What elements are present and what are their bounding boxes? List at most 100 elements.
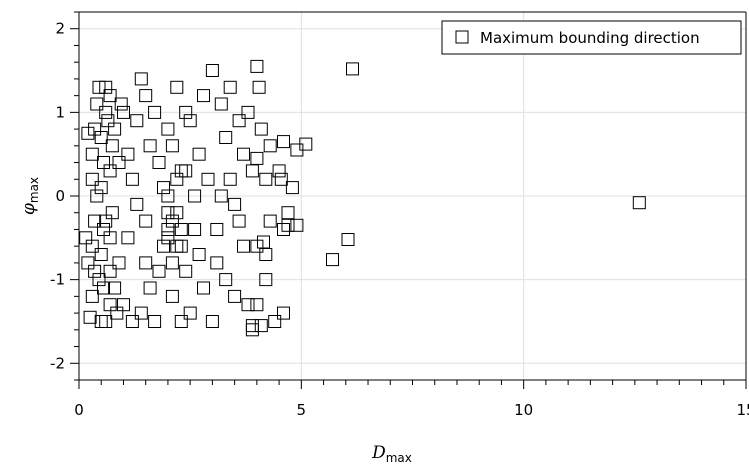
x-axis-label: Dmax [371, 443, 412, 465]
data-point [144, 282, 156, 294]
data-point [233, 115, 245, 127]
data-point [180, 265, 192, 277]
y-tick-label: 0 [55, 187, 65, 205]
x-tick-label: 10 [514, 401, 533, 419]
data-point [140, 257, 152, 269]
data-point [95, 132, 107, 144]
data-point [162, 123, 174, 135]
data-point [258, 236, 270, 248]
data-point [140, 215, 152, 227]
data-point [171, 207, 183, 219]
data-point [91, 98, 103, 110]
data-point [106, 140, 118, 152]
data-point [269, 316, 281, 328]
data-point [82, 127, 94, 139]
y-tick-label: -1 [50, 271, 65, 289]
data-point [175, 224, 187, 236]
data-point [104, 90, 116, 102]
data-point [89, 123, 101, 135]
data-point [111, 307, 123, 319]
data-point [149, 316, 161, 328]
grid-lines [79, 12, 746, 380]
data-point [278, 307, 290, 319]
data-point [93, 81, 105, 93]
data-point [162, 207, 174, 219]
data-point [126, 173, 138, 185]
data-point [162, 224, 174, 236]
data-point [104, 232, 116, 244]
data-point [193, 249, 205, 261]
data-point [180, 165, 192, 177]
data-point [86, 148, 98, 160]
data-point [84, 311, 96, 323]
legend: Maximum bounding direction [442, 21, 741, 54]
data-point [166, 215, 178, 227]
data-point [202, 173, 214, 185]
data-point [166, 257, 178, 269]
data-point [158, 240, 170, 252]
data-point [184, 115, 196, 127]
data-point [215, 98, 227, 110]
data-point [251, 152, 263, 164]
data-point [238, 240, 250, 252]
data-point [86, 240, 98, 252]
data-point [278, 224, 290, 236]
tick-labels: 0 5 10 15 -2 -1 0 1 2 [50, 20, 749, 419]
data-point [171, 81, 183, 93]
data-point [229, 290, 241, 302]
data-point [100, 316, 112, 328]
x-tick-label: 15 [736, 401, 749, 419]
data-point [242, 299, 254, 311]
data-point [86, 173, 98, 185]
legend-entry-label: Maximum bounding direction [480, 29, 700, 47]
data-point [246, 165, 258, 177]
data-point [282, 219, 294, 231]
data-point [246, 324, 258, 336]
data-point [220, 132, 232, 144]
data-point [171, 240, 183, 252]
data-point [278, 136, 290, 148]
data-point [126, 316, 138, 328]
data-point [113, 257, 125, 269]
data-point [100, 81, 112, 93]
data-point [175, 165, 187, 177]
data-point [251, 60, 263, 72]
data-point [347, 63, 359, 75]
data-point [198, 90, 210, 102]
data-point [238, 148, 250, 160]
data-point [106, 207, 118, 219]
data-point [246, 320, 258, 332]
data-point [122, 148, 134, 160]
data-point [98, 157, 110, 169]
x-tick-label: 0 [74, 401, 84, 419]
data-point [342, 234, 354, 246]
data-point [211, 224, 223, 236]
data-point [131, 198, 143, 210]
data-point [135, 307, 147, 319]
data-point [131, 115, 143, 127]
data-point [118, 299, 130, 311]
y-tick-label: -2 [50, 354, 65, 372]
data-point [211, 257, 223, 269]
scatter-points [80, 60, 646, 335]
data-point [86, 290, 98, 302]
data-point [229, 198, 241, 210]
data-point [153, 265, 165, 277]
data-point [251, 299, 263, 311]
data-point [282, 207, 294, 219]
data-point [264, 140, 276, 152]
data-point [286, 182, 298, 194]
data-point [233, 215, 245, 227]
data-point [89, 215, 101, 227]
x-tick-label: 5 [297, 401, 307, 419]
data-point [260, 249, 272, 261]
y-tick-label: 1 [55, 103, 65, 121]
data-point [327, 254, 339, 266]
data-point [253, 81, 265, 93]
data-point [109, 282, 121, 294]
data-point [82, 257, 94, 269]
data-point [251, 240, 263, 252]
y-tick-label: 2 [55, 20, 65, 38]
data-point [158, 182, 170, 194]
